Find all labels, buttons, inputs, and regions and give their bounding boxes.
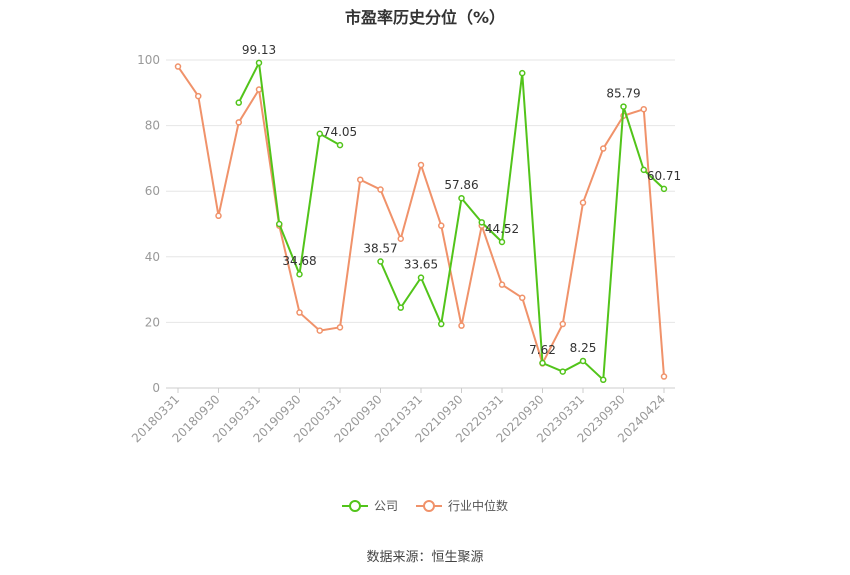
data-point-industry-median	[498, 281, 506, 288]
data-point-company	[579, 357, 587, 365]
chart-title: 市盈率历史分位（%）	[344, 8, 506, 27]
data-label: 85.79	[606, 87, 640, 101]
x-axis: 2018033120180930201903312019093020200331…	[129, 387, 675, 445]
data-point-industry-median	[235, 119, 242, 126]
data-label: 38.57	[363, 241, 397, 255]
data-label: 44.52	[485, 222, 519, 236]
data-point-company	[336, 141, 344, 149]
data-point-company	[397, 304, 404, 311]
data-point-company	[377, 258, 384, 265]
y-tick-label: 100	[137, 53, 160, 67]
data-label: 8.25	[570, 341, 597, 355]
data-label: 60.71	[647, 169, 681, 183]
series-line-industry-median	[177, 65, 665, 377]
legend: 公司 行业中位数	[0, 497, 850, 514]
series-group	[174, 59, 668, 384]
data-point-company	[519, 69, 526, 77]
data-label: 33.65	[404, 258, 438, 272]
y-axis: 0 20 40 60 80 100	[137, 53, 160, 395]
data-point-industry-median	[600, 145, 607, 152]
data-point-company	[640, 166, 647, 174]
data-point-industry-median	[174, 63, 182, 70]
data-point-company	[438, 320, 445, 328]
data-point-company	[559, 368, 566, 375]
data-point-industry-median	[640, 105, 647, 113]
legend-item-industry-median[interactable]: 行业中位数	[416, 497, 508, 514]
y-tick-label: 80	[145, 119, 160, 133]
data-point-industry-median	[255, 86, 263, 93]
data-label: 74.05	[323, 125, 357, 139]
y-tick-label: 40	[145, 250, 160, 264]
y-tick-label: 20	[145, 315, 160, 329]
data-point-industry-median	[316, 327, 323, 334]
data-point-company	[620, 103, 627, 110]
data-point-company	[296, 270, 303, 278]
data-label: 57.86	[444, 178, 478, 192]
data-point-company	[276, 220, 283, 228]
data-source: 数据来源：恒生聚源	[366, 550, 484, 565]
series-line-company	[237, 61, 341, 276]
y-tick-label: 0	[152, 381, 160, 395]
grid-lines	[166, 59, 675, 323]
data-point-industry-median	[519, 294, 526, 302]
data-point-industry-median	[438, 222, 445, 229]
data-point-company	[235, 99, 242, 106]
legend-swatch-company	[341, 499, 368, 513]
legend-item-company[interactable]: 公司	[341, 497, 398, 514]
data-point-industry-median	[296, 309, 303, 316]
data-point-company	[478, 219, 485, 226]
data-point-industry-median	[215, 212, 222, 220]
data-point-industry-median	[195, 92, 202, 100]
data-point-industry-median	[660, 373, 668, 380]
y-tick-label: 60	[145, 184, 160, 198]
data-point-company	[316, 130, 323, 138]
data-point-company	[255, 59, 263, 67]
data-point-company	[660, 185, 668, 193]
data-point-industry-median	[417, 161, 425, 169]
data-point-industry-median	[397, 235, 404, 243]
data-labels: 99.13 34.68 74.05 38.57 33.65 57.86 44.52 7.62 8…	[242, 43, 681, 357]
data-label: 7.62	[529, 343, 556, 357]
data-point-company	[498, 238, 506, 246]
data-point-industry-median	[336, 324, 344, 331]
data-point-company	[458, 194, 465, 202]
data-label: 34.68	[282, 254, 316, 268]
data-point-company	[417, 274, 425, 281]
data-point-industry-median	[579, 199, 587, 206]
data-point-industry-median	[559, 320, 566, 328]
data-point-industry-median	[357, 176, 364, 183]
legend-label-company: 公司	[373, 499, 398, 513]
legend-label-industry-median: 行业中位数	[448, 499, 509, 513]
data-point-company	[539, 359, 546, 367]
data-point-industry-median	[458, 322, 465, 329]
data-point-company	[600, 376, 607, 384]
data-label: 99.13	[242, 43, 276, 57]
legend-swatch-industry-median	[416, 499, 442, 513]
data-point-industry-median	[377, 186, 384, 193]
